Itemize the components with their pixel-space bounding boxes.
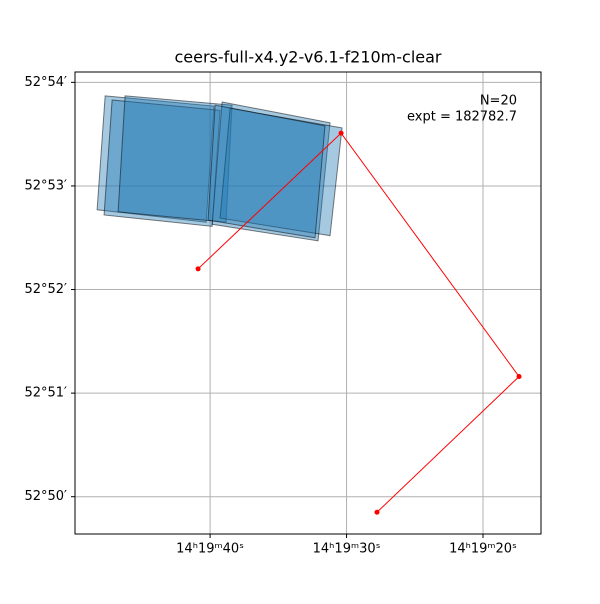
path-point — [374, 509, 380, 515]
y-tick-label: 52°54′ — [24, 75, 67, 90]
footprint — [219, 107, 343, 237]
path-line — [197, 132, 520, 513]
x-tick-label: 14ʰ19ᵐ30ˢ — [313, 542, 381, 557]
path-point — [516, 374, 522, 380]
plot-frame — [74, 71, 542, 535]
path-point — [338, 130, 344, 136]
footprint — [103, 99, 221, 227]
y-tick-label: 52°50′ — [24, 489, 67, 504]
annotation: N=20 — [480, 94, 517, 109]
footprint — [117, 95, 233, 223]
y-tick-label: 52°52′ — [24, 282, 67, 297]
path-point — [195, 266, 201, 272]
y-tick-label: 52°53′ — [24, 178, 67, 193]
y-tick-label: 52°51′ — [24, 386, 67, 401]
footprint — [207, 104, 326, 239]
annotation: expt = 182782.7 — [407, 110, 517, 125]
x-tick-label: 14ʰ19ᵐ20ˢ — [449, 542, 517, 557]
chart-title: ceers-full-x4.y2-v6.1-f210m-clear — [174, 48, 441, 67]
x-tick-label: 14ʰ19ᵐ40ˢ — [176, 542, 244, 557]
footprint — [211, 101, 331, 242]
footprint — [96, 95, 215, 223]
